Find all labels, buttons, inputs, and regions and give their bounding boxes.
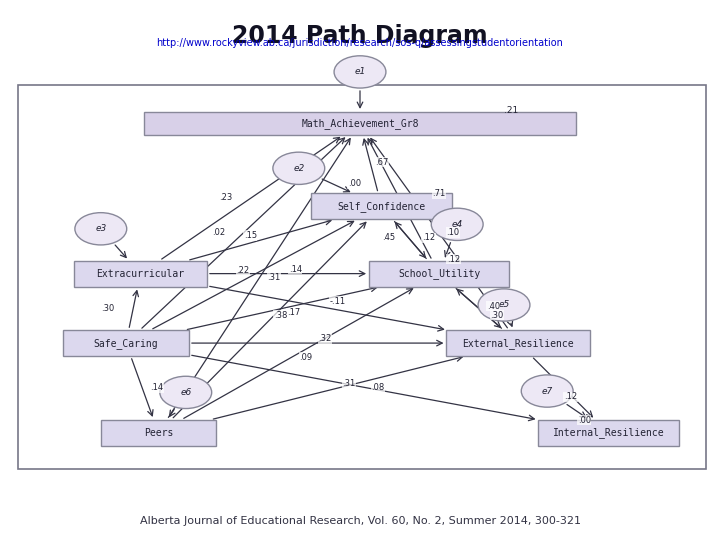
FancyBboxPatch shape xyxy=(101,420,216,446)
Circle shape xyxy=(478,289,530,321)
Text: .12: .12 xyxy=(447,255,460,264)
Text: Alberta Journal of Educational Research, Vol. 60, No. 2, Summer 2014, 300-321: Alberta Journal of Educational Research,… xyxy=(140,516,580,526)
Text: .08: .08 xyxy=(372,383,384,391)
Text: .15: .15 xyxy=(243,231,257,240)
Text: http://www.rockyview.ab.ca/jurisdiction/research/sos-q/assessingstudentorientati: http://www.rockyview.ab.ca/jurisdiction/… xyxy=(156,38,564,48)
Text: .22: .22 xyxy=(236,266,250,275)
Circle shape xyxy=(334,56,386,88)
Text: Internal_Resilience: Internal_Resilience xyxy=(552,427,665,438)
FancyBboxPatch shape xyxy=(74,261,207,287)
Text: .40: .40 xyxy=(487,302,500,310)
Text: .31: .31 xyxy=(267,273,281,282)
Text: .30: .30 xyxy=(490,310,503,320)
FancyBboxPatch shape xyxy=(369,261,510,287)
Text: 2014 Path Diagram: 2014 Path Diagram xyxy=(232,24,488,48)
Text: e6: e6 xyxy=(180,388,192,397)
Text: -.11: -.11 xyxy=(330,297,346,306)
Circle shape xyxy=(431,208,483,240)
Text: e5: e5 xyxy=(498,300,510,309)
Text: .14: .14 xyxy=(289,265,302,274)
Text: Math_Achievement_Gr8: Math_Achievement_Gr8 xyxy=(301,118,419,129)
Text: .30: .30 xyxy=(102,304,114,313)
FancyBboxPatch shape xyxy=(538,420,678,446)
Text: e1: e1 xyxy=(354,68,366,77)
Text: .45: .45 xyxy=(382,233,395,242)
FancyBboxPatch shape xyxy=(446,330,590,356)
Text: .00: .00 xyxy=(348,179,361,188)
Text: .21: .21 xyxy=(504,105,518,114)
Text: .09: .09 xyxy=(300,353,312,362)
Circle shape xyxy=(160,376,212,409)
Text: .71: .71 xyxy=(432,189,446,198)
FancyBboxPatch shape xyxy=(18,85,706,469)
Text: School_Utility: School_Utility xyxy=(398,268,480,279)
Text: .02: .02 xyxy=(212,228,225,237)
Text: .67: .67 xyxy=(374,158,388,166)
FancyBboxPatch shape xyxy=(63,330,189,356)
Text: Peers: Peers xyxy=(144,428,173,438)
FancyBboxPatch shape xyxy=(144,112,576,135)
Text: e2: e2 xyxy=(293,164,305,173)
Text: .00: .00 xyxy=(577,416,591,425)
Text: Self_Confidence: Self_Confidence xyxy=(338,201,426,212)
Circle shape xyxy=(521,375,573,407)
Text: e3: e3 xyxy=(95,224,107,233)
Text: .17: .17 xyxy=(287,308,300,318)
Text: Safe_Caring: Safe_Caring xyxy=(94,338,158,348)
Text: .23: .23 xyxy=(220,193,233,202)
Text: External_Resilience: External_Resilience xyxy=(462,338,575,348)
Text: .32: .32 xyxy=(318,334,331,343)
Text: Extracurricular: Extracurricular xyxy=(96,268,184,279)
Text: .38: .38 xyxy=(274,310,287,320)
Text: .31: .31 xyxy=(343,379,356,388)
FancyBboxPatch shape xyxy=(311,193,452,219)
Text: e4: e4 xyxy=(451,220,463,229)
Text: .10: .10 xyxy=(446,228,459,237)
Circle shape xyxy=(75,213,127,245)
Text: .12: .12 xyxy=(422,233,435,242)
Text: .14: .14 xyxy=(150,383,163,393)
Text: e7: e7 xyxy=(541,387,553,395)
Text: .12: .12 xyxy=(564,393,577,401)
Circle shape xyxy=(273,152,325,185)
